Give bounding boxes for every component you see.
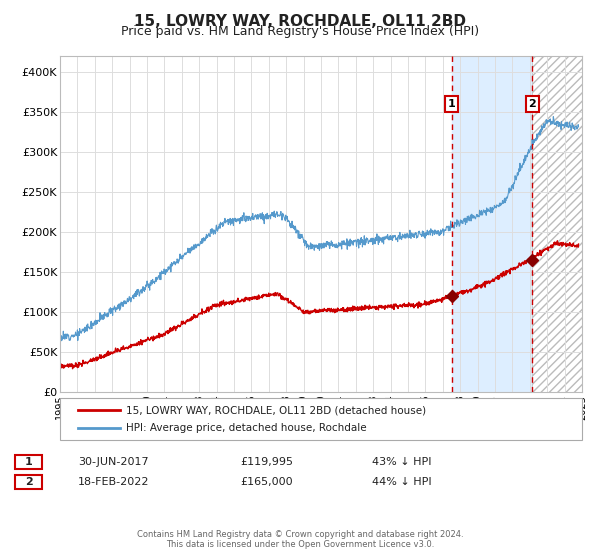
Text: 2: 2: [529, 99, 536, 109]
Text: Price paid vs. HM Land Registry's House Price Index (HPI): Price paid vs. HM Land Registry's House …: [121, 25, 479, 38]
Text: 18-FEB-2022: 18-FEB-2022: [78, 477, 149, 487]
Text: HPI: Average price, detached house, Rochdale: HPI: Average price, detached house, Roch…: [126, 423, 367, 433]
Text: 15, LOWRY WAY, ROCHDALE, OL11 2BD (detached house): 15, LOWRY WAY, ROCHDALE, OL11 2BD (detac…: [126, 405, 426, 415]
Bar: [532, 56, 584, 392]
Bar: [452, 56, 532, 392]
Text: 43% ↓ HPI: 43% ↓ HPI: [372, 457, 431, 467]
Text: 2: 2: [25, 477, 32, 487]
Text: 1: 1: [25, 457, 32, 467]
Text: 15, LOWRY WAY, ROCHDALE, OL11 2BD: 15, LOWRY WAY, ROCHDALE, OL11 2BD: [134, 14, 466, 29]
Text: Contains HM Land Registry data © Crown copyright and database right 2024.: Contains HM Land Registry data © Crown c…: [137, 530, 463, 539]
Text: This data is licensed under the Open Government Licence v3.0.: This data is licensed under the Open Gov…: [166, 540, 434, 549]
Text: 44% ↓ HPI: 44% ↓ HPI: [372, 477, 431, 487]
Text: 30-JUN-2017: 30-JUN-2017: [78, 457, 149, 467]
Text: 1: 1: [448, 99, 455, 109]
Text: £119,995: £119,995: [240, 457, 293, 467]
Text: £165,000: £165,000: [240, 477, 293, 487]
